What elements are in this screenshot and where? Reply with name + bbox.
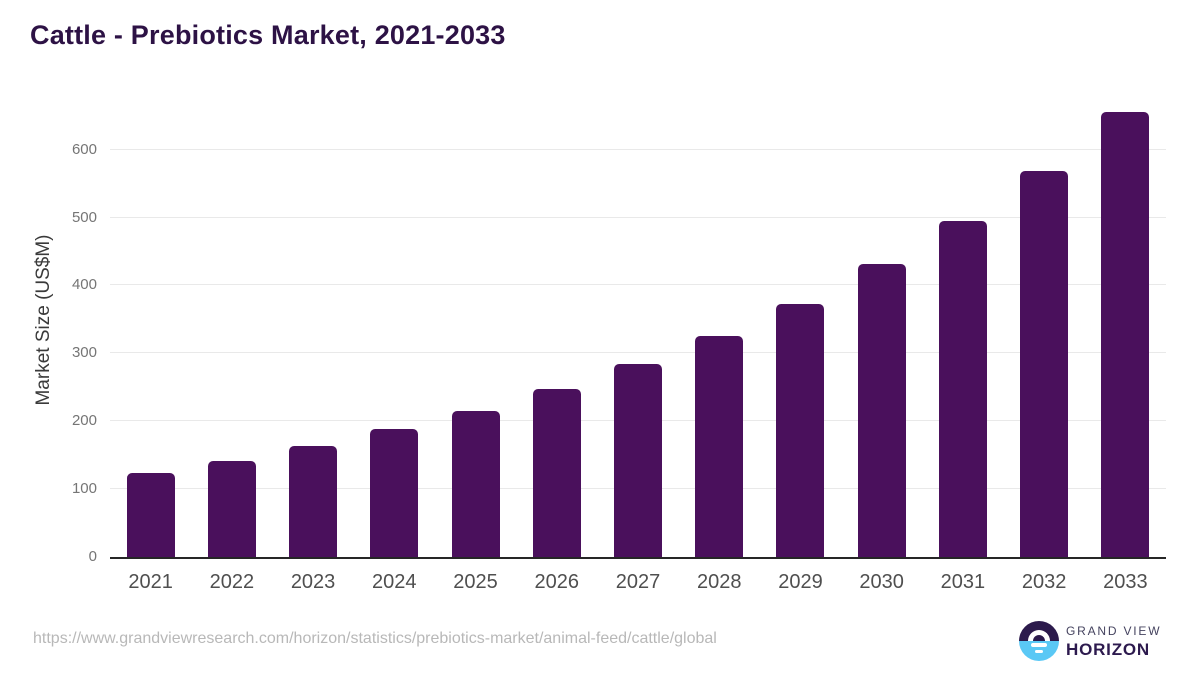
grand-view-horizon-logo-icon <box>1019 621 1059 661</box>
bar-2027 <box>614 364 662 557</box>
sunrise-reflection-icon <box>1035 650 1043 653</box>
plot-area <box>110 97 1166 559</box>
x-tick-label-2021: 2021 <box>128 571 173 593</box>
bar-2026 <box>532 388 581 557</box>
bar-2022 <box>207 460 256 557</box>
y-tick-label-0: 0 <box>88 548 97 565</box>
y-tick-label-600: 600 <box>71 140 97 158</box>
x-tick-label-2024: 2024 <box>372 571 417 593</box>
gridline-300 <box>110 352 1166 354</box>
x-axis-labels: 2021 2022 2023 2024 2025 2026 2027 2028 2029 2030… <box>110 571 1166 597</box>
logo: GRAND VIEW HORIZON <box>1019 621 1161 661</box>
bar-2025 <box>451 411 500 557</box>
x-tick-label-2029: 2029 <box>778 571 823 593</box>
y-tick-label-500: 500 <box>71 208 97 226</box>
x-tick-label-2027: 2027 <box>615 571 661 593</box>
logo-brand-top: GRAND VIEW <box>1066 623 1162 638</box>
chart-title: Cattle - Prebiotics Market, 2021-2033 <box>30 20 506 50</box>
x-tick-label-2022: 2022 <box>209 571 255 593</box>
bar-2023 <box>289 445 338 557</box>
y-tick-label-400: 400 <box>71 276 97 294</box>
source-url: https://www.grandviewresearch.com/horizo… <box>33 630 717 647</box>
bar-2029 <box>776 303 825 557</box>
sunrise-arch-icon <box>1028 630 1050 641</box>
x-tick-label-2030: 2030 <box>859 571 904 593</box>
sunrise-reflection-icon <box>1031 643 1047 647</box>
bar-2031 <box>938 220 987 557</box>
bar-2024 <box>370 429 419 557</box>
y-tick-label-200: 200 <box>71 412 97 430</box>
y-tick-label-100: 100 <box>71 480 97 498</box>
y-axis-tick-labels: 0 100 200 300 400 500 600 <box>38 97 97 564</box>
x-tick-label-2032: 2032 <box>1021 571 1067 593</box>
x-tick-label-2026: 2026 <box>534 571 580 593</box>
gridline-500 <box>110 216 1166 218</box>
gridline-400 <box>110 284 1166 286</box>
x-tick-label-2031: 2031 <box>940 571 986 593</box>
logo-brand-bottom: HORIZON <box>1066 639 1150 659</box>
bar-2021 <box>126 473 175 557</box>
x-tick-label-2033: 2033 <box>1103 571 1148 593</box>
bar-2032 <box>1020 170 1069 557</box>
bar-2033 <box>1101 111 1150 557</box>
logo-wordmark: GRAND VIEW HORIZON <box>1066 625 1161 658</box>
gridline-600 <box>110 148 1166 150</box>
y-tick-label-300: 300 <box>71 344 97 362</box>
bar-2028 <box>695 336 744 557</box>
x-tick-label-2028: 2028 <box>696 571 742 593</box>
bar-2030 <box>857 264 906 557</box>
x-tick-label-2023: 2023 <box>290 571 336 593</box>
x-tick-label-2025: 2025 <box>453 571 498 593</box>
